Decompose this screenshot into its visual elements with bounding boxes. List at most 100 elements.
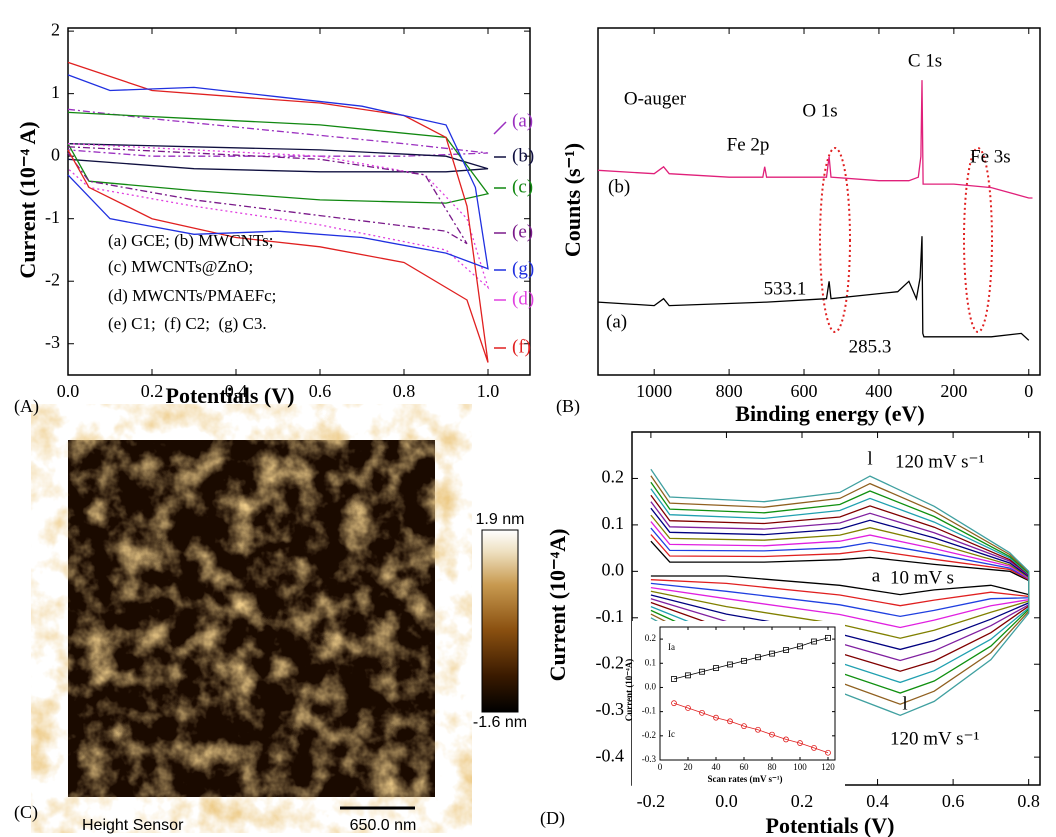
series-line [650, 521, 1030, 629]
marker [727, 661, 733, 668]
annotation: C 1s [908, 50, 942, 71]
y-tick-label: 0.1 [602, 513, 625, 533]
x-tick-label: 0.8 [393, 381, 416, 401]
marker [699, 668, 705, 675]
y-tick-label: 0.0 [602, 559, 625, 579]
annotation: 10 mV s [890, 567, 954, 588]
series-line [597, 80, 1033, 199]
marker [741, 657, 747, 664]
afm-image [68, 440, 435, 797]
panel-label: (A) [14, 396, 39, 417]
panel-label: (B) [556, 396, 580, 417]
x-tick-label: 80 [768, 762, 778, 772]
panel-label: (D) [540, 808, 565, 829]
series-label: (f) [512, 336, 531, 357]
marker [825, 634, 831, 641]
series-line [650, 540, 1030, 596]
x-tick-label: 120 [821, 762, 835, 772]
colorbar-min: -1.6 nm [473, 714, 527, 731]
y-tick-label: 2 [51, 19, 60, 39]
annotation: a [872, 565, 881, 586]
x-tick-label: 0.0 [715, 791, 738, 811]
series-line [67, 108, 489, 157]
y-axis-label: Current (10⁻⁴ A) [15, 121, 40, 278]
marker [741, 723, 747, 730]
x-tick-label: 100 [793, 762, 807, 772]
series-label: (a) [512, 110, 533, 131]
x-tick-label: -0.2 [637, 791, 666, 811]
y-tick-label: -0.1 [596, 606, 625, 626]
x-tick-label: 0.8 [1017, 791, 1040, 811]
y-tick-label: -0.4 [596, 745, 625, 765]
y-tick-label: -1 [45, 207, 60, 227]
marker [685, 705, 691, 711]
plot-frame [597, 27, 1041, 376]
annotation: Ia [668, 642, 675, 652]
series-line [597, 236, 1030, 341]
colorbar [481, 529, 519, 713]
x-axis-label: Potentials (V) [766, 813, 895, 837]
panel-label: (C) [14, 802, 38, 823]
x-tick-label: 400 [865, 381, 892, 401]
series-line [67, 143, 490, 290]
x-tick-label: 0.6 [309, 381, 332, 401]
marker [699, 709, 705, 716]
annotation: (e) C1; (f) C2; (g) C3. [108, 314, 267, 333]
marker [755, 654, 761, 661]
x-tick-label: 600 [791, 381, 818, 401]
series-line [67, 74, 489, 270]
series-line [67, 61, 489, 363]
series-label: (d) [512, 288, 534, 309]
x-tick-label: 0.2 [141, 381, 164, 401]
annotation: (b) [608, 176, 630, 197]
highlight [963, 147, 993, 333]
marker [755, 726, 761, 733]
x-tick-label: 0.4 [866, 791, 889, 811]
highlight [819, 147, 851, 333]
x-tick-label: 800 [716, 381, 743, 401]
marker [769, 731, 775, 738]
x-axis-label: Potentials (V) [166, 383, 295, 408]
series-line [67, 111, 490, 204]
y-tick-label: 1 [51, 82, 60, 102]
marker [671, 676, 677, 682]
y-tick-label: 0 [51, 144, 60, 164]
y-tick-label: -0.3 [642, 754, 657, 764]
x-tick-label: 0.4 [225, 381, 248, 401]
annotation: Fe 3s [970, 146, 1011, 167]
marker [811, 638, 817, 645]
y-tick-label: -0.3 [596, 699, 625, 719]
annotation: 533.1 [764, 278, 807, 299]
series-label: (g) [512, 258, 534, 279]
annotation: 285.3 [849, 336, 892, 357]
image-caption: Height Sensor [82, 817, 184, 834]
y-tick-label: 0.2 [602, 467, 625, 487]
y-tick-label: -0.1 [642, 706, 656, 716]
y-tick-label: -3 [45, 332, 60, 352]
series-line [67, 146, 468, 245]
plot-frame [659, 626, 836, 761]
annotation: Ic [668, 729, 675, 739]
y-tick-label: -2 [45, 269, 60, 289]
annotation: O 1s [802, 100, 837, 121]
marker [671, 700, 677, 707]
marker [727, 718, 733, 725]
y-tick-label: 0.0 [645, 682, 657, 692]
x-tick-label: 0.2 [791, 791, 814, 811]
plot-frame [67, 27, 531, 376]
annotation: l [867, 448, 872, 469]
x-axis-label: Binding energy (eV) [735, 401, 924, 426]
marker [797, 740, 803, 746]
annotation: Fe 2p [727, 134, 770, 155]
y-axis-label: Current (10⁻⁴A) [545, 529, 570, 682]
annotation: (d) MWCNTs/PMAEFc; [108, 286, 276, 305]
series-label: (c) [512, 176, 533, 197]
x-tick-label: 1000 [636, 381, 672, 401]
annotation: (a) [606, 311, 627, 332]
y-axis-label: Counts (s⁻¹) [560, 143, 585, 257]
x-tick-label: 0 [1024, 381, 1033, 401]
colorbar-max: 1.9 nm [476, 511, 525, 528]
x-tick-label: 0.6 [942, 791, 965, 811]
x-tick-label: 200 [940, 381, 967, 401]
